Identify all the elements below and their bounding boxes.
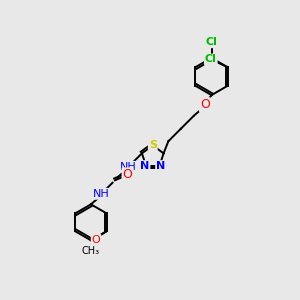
Text: NH: NH xyxy=(93,189,110,199)
Text: Cl: Cl xyxy=(205,54,217,64)
Text: CH₃: CH₃ xyxy=(82,245,100,256)
Text: NH: NH xyxy=(120,162,137,172)
Text: N: N xyxy=(140,161,149,171)
Text: N: N xyxy=(156,161,165,171)
Text: O: O xyxy=(200,98,210,111)
Text: Cl: Cl xyxy=(206,37,218,47)
Text: O: O xyxy=(92,235,100,245)
Text: O: O xyxy=(123,168,133,182)
Text: S: S xyxy=(149,140,157,150)
